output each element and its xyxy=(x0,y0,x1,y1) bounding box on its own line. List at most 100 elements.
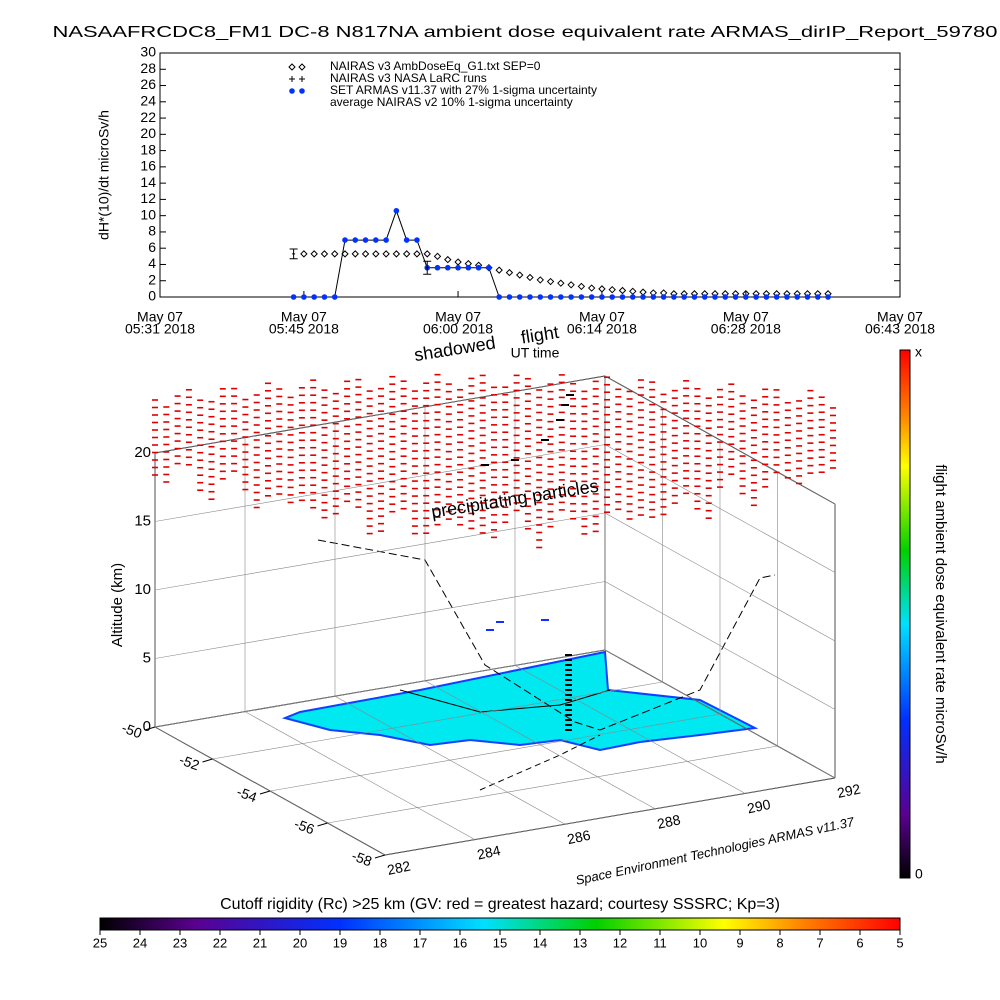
dot-marker xyxy=(650,294,657,300)
lat-tick xyxy=(374,854,386,859)
lon-tick-label: 288 xyxy=(656,811,682,832)
colorbar-tick-label: 5 xyxy=(896,935,903,950)
colorbar-tick-label: 8 xyxy=(776,935,783,950)
dot-marker xyxy=(486,264,492,271)
lat-tick xyxy=(259,790,271,795)
dot-marker xyxy=(773,294,780,300)
diamond-marker xyxy=(402,250,411,258)
dot-marker xyxy=(321,294,328,300)
x-tick-label: 05:45 2018 xyxy=(269,321,339,337)
lat-tick xyxy=(144,726,156,731)
diamond-marker xyxy=(444,255,452,264)
x-tick-label: 06:28 2018 xyxy=(711,321,781,337)
x-tick-label: May 07 xyxy=(579,309,625,325)
annotation: shadowed xyxy=(413,332,497,365)
x-tick-label: May 07 xyxy=(723,309,769,325)
y-tick-label: 6 xyxy=(148,239,156,255)
dot-marker xyxy=(373,237,379,243)
dot-marker xyxy=(301,294,307,300)
diamond-marker xyxy=(587,284,596,292)
diamond-marker xyxy=(361,250,370,258)
dot-marker xyxy=(701,294,708,300)
x-tick-label: May 07 xyxy=(137,309,183,325)
y-tick-label: 4 xyxy=(148,255,156,271)
dot-marker xyxy=(671,294,677,300)
dot-marker xyxy=(568,294,574,300)
colorbar-tick-label: 20 xyxy=(293,935,307,950)
lon-tick-label: 286 xyxy=(566,827,592,848)
lat-tick-label: -54 xyxy=(235,783,260,805)
dot-marker xyxy=(516,294,523,300)
y-tick-label: 10 xyxy=(140,206,156,222)
diamond-marker xyxy=(577,282,586,291)
y-tick-label: 18 xyxy=(140,141,156,157)
diamond-marker xyxy=(392,250,401,258)
dot-marker xyxy=(814,294,821,300)
colorbar-tick-label: 9 xyxy=(736,935,743,950)
legend-label: NAIRAS v3 AmbDoseEq_G1.txt SEP=0 xyxy=(330,59,541,73)
dot-marker xyxy=(496,294,502,300)
x-tick-label: 06:14 2018 xyxy=(567,321,637,337)
diamond-marker xyxy=(618,286,627,295)
diamond-marker xyxy=(423,250,431,258)
chart-title: NASAAFRCDC8_FM1 DC-8 N817NA ambient dose… xyxy=(53,24,998,41)
diamond-marker xyxy=(505,268,514,277)
colorbar-label: flight ambient dose equivalent rate micr… xyxy=(932,464,949,763)
grid-line xyxy=(384,777,836,856)
z-tick-label: 10 xyxy=(134,581,151,598)
rigidity-colorbar xyxy=(99,917,901,931)
dot-marker xyxy=(804,294,811,300)
diamond-marker xyxy=(567,281,575,289)
dot-marker xyxy=(414,237,420,243)
y-tick-label: 16 xyxy=(140,158,156,174)
dot-marker xyxy=(558,294,564,300)
grid-line xyxy=(269,713,721,792)
3d-plot: 0 5 10 15 20 282 284 286 288 290 292 -50 -52 -54 -56 -5… xyxy=(120,373,862,878)
y-tick-label: 8 xyxy=(148,223,156,239)
dot-marker xyxy=(660,294,667,300)
colorbar-tick-label: 6 xyxy=(856,935,863,950)
colorbar-tick: x xyxy=(915,344,922,360)
dot-marker xyxy=(455,264,461,271)
lat-tick-label: -56 xyxy=(292,815,317,837)
colorbar-tick-label: 13 xyxy=(573,935,587,950)
diamond-marker xyxy=(516,271,524,279)
legend-marker xyxy=(299,88,305,94)
dot-marker xyxy=(362,237,369,243)
dot-marker xyxy=(619,294,626,300)
y-tick-label: 14 xyxy=(140,174,156,190)
lat-tick xyxy=(202,758,213,763)
legend-label: average NAIRAS v2 10% 1-sigma uncertaint… xyxy=(330,95,573,109)
colorbar-tick-label: 10 xyxy=(693,935,707,950)
y-tick-label: 24 xyxy=(140,93,156,109)
z-tick-label: 5 xyxy=(143,649,151,666)
legend-label: SET ARMAS v11.37 with 27% 1-sigma uncert… xyxy=(330,83,597,97)
dot-marker xyxy=(537,294,544,300)
dot-marker xyxy=(629,294,636,300)
y-tick-label: 12 xyxy=(140,190,156,206)
diamond-marker xyxy=(598,285,606,293)
colorbar-tick-label: 21 xyxy=(253,935,267,950)
grid-line xyxy=(154,375,606,454)
dot-marker xyxy=(331,294,338,300)
legend-marker xyxy=(299,76,305,82)
flight-track xyxy=(317,539,776,731)
zlabel: Altitude (km) xyxy=(109,563,126,647)
colorbar-tick-label: 25 xyxy=(93,935,107,950)
grid-line xyxy=(327,745,778,824)
diamond-marker xyxy=(629,287,637,296)
dot-marker xyxy=(342,237,348,243)
dot-marker xyxy=(763,294,770,300)
x-tick-label: 06:00 2018 xyxy=(423,321,493,337)
colorbar-tick-label: 18 xyxy=(373,935,387,950)
legend-marker xyxy=(288,63,296,71)
legend-marker xyxy=(298,63,306,71)
dot-marker xyxy=(691,294,698,300)
lon-tick-label: 284 xyxy=(476,842,502,863)
grid-line xyxy=(154,649,606,728)
dot-marker xyxy=(794,294,801,300)
y-tick-label: 30 xyxy=(140,44,156,60)
colorbar-title: Cutoff rigidity (Rc) >25 km (GV: red = g… xyxy=(220,896,780,913)
x-tick-label: May 07 xyxy=(435,309,481,325)
